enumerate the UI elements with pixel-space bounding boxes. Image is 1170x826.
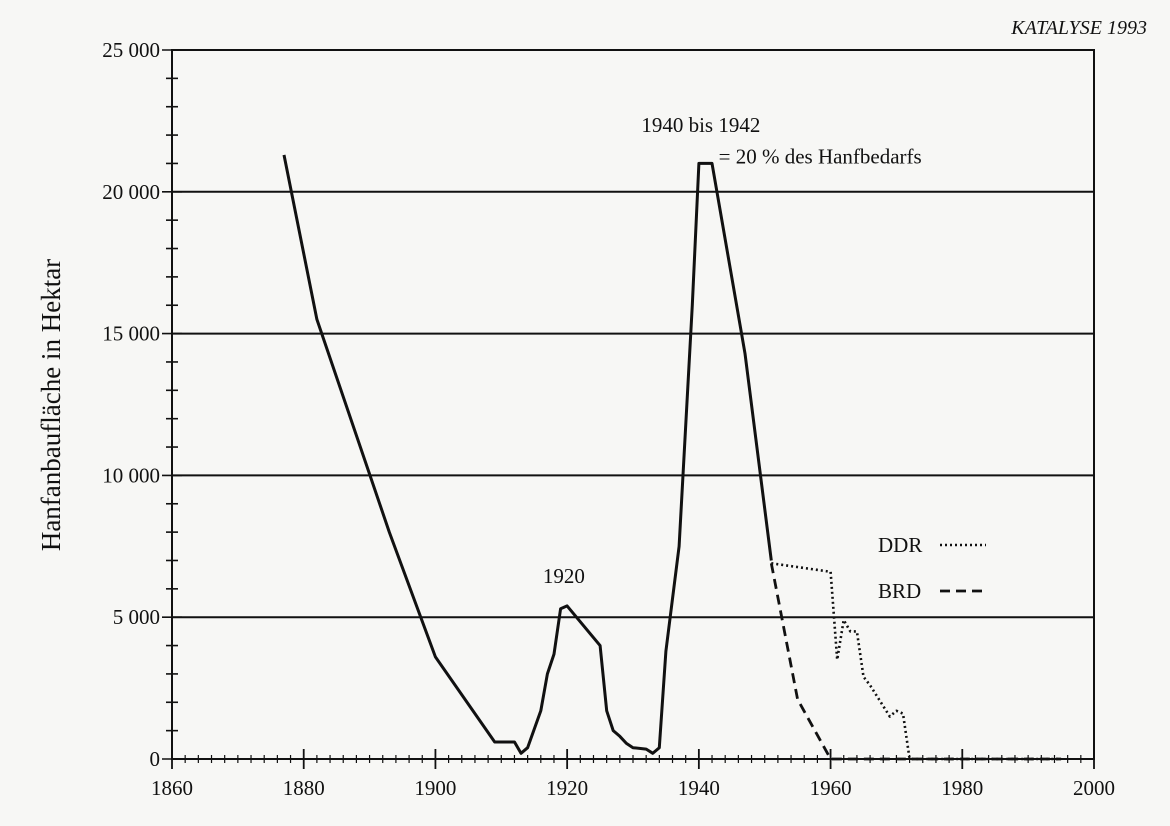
y-tick-label: 25 000: [102, 38, 160, 62]
x-tick-label: 1980: [941, 776, 983, 800]
tick-labels: 0 5 000 10 000 15 000 20 000 25 000 1860 1880 19…: [102, 38, 1115, 800]
axes: [162, 49, 1095, 769]
series-line-total: [282, 154, 773, 755]
x-tick-label: 1960: [810, 776, 852, 800]
x-tick-label: 1880: [283, 776, 325, 800]
grid-lines: [172, 49, 1094, 619]
y-tick-label: 0: [150, 747, 161, 771]
legend-label-ddr: DDR: [878, 533, 922, 557]
legend: DDR BRD: [878, 533, 986, 603]
series-lines: [282, 154, 1062, 761]
y-axis-title: Hanfanbaufläche in Hektar: [36, 259, 66, 551]
annotation-label: 1920: [543, 564, 585, 588]
y-tick-label: 10 000: [102, 463, 160, 487]
legend-label-brd: BRD: [878, 579, 921, 603]
source-label: KATALYSE 1993: [1010, 17, 1147, 39]
y-tick-label: 5 000: [113, 605, 160, 629]
plot-frame: [171, 49, 1095, 760]
x-tick-label: 1920: [546, 776, 588, 800]
x-tick-label: 2000: [1073, 776, 1115, 800]
y-tick-label: 20 000: [102, 180, 160, 204]
y-tick-label: 15 000: [102, 322, 160, 346]
annotation-label: 1940 bis 1942: [641, 113, 760, 137]
series-line-brd: [769, 563, 1062, 761]
x-tick-label: 1860: [151, 776, 193, 800]
annotations: 1920 1940 bis 1942 = 20 % des Hanfbedarfs: [543, 113, 922, 588]
x-tick-label: 1940: [678, 776, 720, 800]
annotation-label: = 20 % des Hanfbedarfs: [719, 144, 922, 168]
x-tick-label: 1900: [414, 776, 456, 800]
